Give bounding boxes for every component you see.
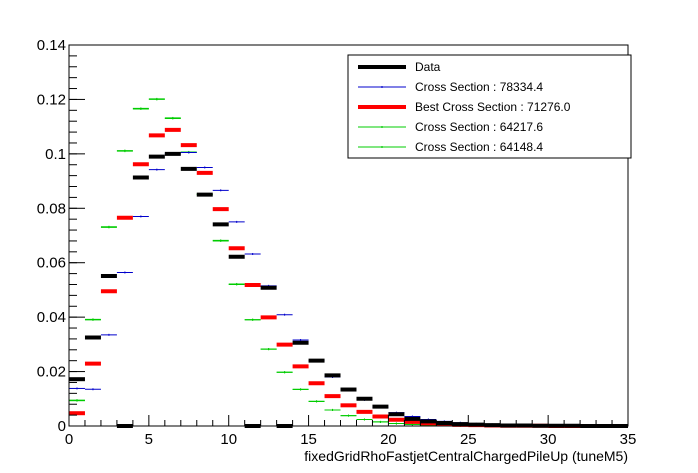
x-axis: 0 5 10 15 20 25 30 35 <box>65 415 637 448</box>
y-axis: 0 0.02 0.04 0.06 0.08 0.1 0.12 0.14 <box>37 37 85 435</box>
x-tick-label: 30 <box>540 431 557 448</box>
legend-label: Cross Section : 78334.4 <box>415 80 543 94</box>
legend-label: Cross Section : 64148.4 <box>415 140 543 154</box>
x-tick-label: 35 <box>620 431 637 448</box>
plot-frame <box>68 44 629 427</box>
x-tick-label: 15 <box>300 431 317 448</box>
x-tick-label: 25 <box>460 431 477 448</box>
legend-label: Best Cross Section : 71276.0 <box>415 100 571 114</box>
legend-label: Cross Section : 64217.6 <box>415 120 543 134</box>
y-tick-label: 0.14 <box>37 37 66 54</box>
x-tick-label: 10 <box>220 431 237 448</box>
x-axis-title: fixedGridRhoFastjetCentralChargedPileUp … <box>304 448 628 464</box>
legend: Data Cross Section : 78334.4 Best Cross Se… <box>347 54 632 159</box>
y-tick-label: 0.1 <box>45 146 66 163</box>
y-tick-label: 0.06 <box>37 255 66 272</box>
histogram-bins <box>69 97 628 428</box>
legend-label: Data <box>415 60 441 74</box>
x-tick-label: 0 <box>65 431 73 448</box>
x-tick-label: 20 <box>380 431 397 448</box>
y-tick-label: 0 <box>58 418 66 435</box>
x-tick-label: 5 <box>145 431 153 448</box>
y-tick-label: 0.08 <box>37 200 66 217</box>
y-tick-label: 0.02 <box>37 364 66 381</box>
y-tick-label: 0.04 <box>37 309 66 326</box>
y-tick-label: 0.12 <box>37 91 66 108</box>
